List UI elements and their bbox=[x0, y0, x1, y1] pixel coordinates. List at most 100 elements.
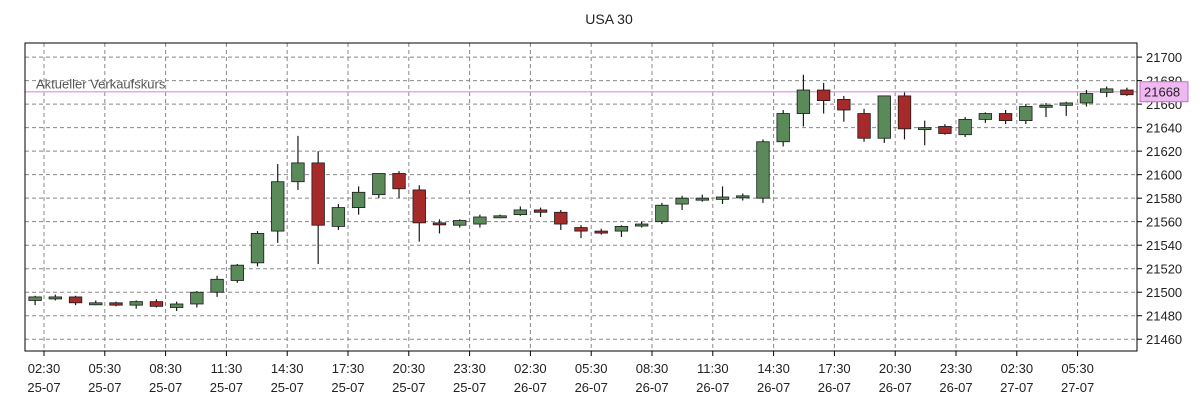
x-tick-time-16: 02:30 bbox=[1001, 361, 1034, 376]
x-tick-date-7: 25-07 bbox=[453, 380, 486, 395]
y-tick-label-1: 21480 bbox=[1146, 309, 1182, 324]
candle-body-3 bbox=[89, 302, 103, 306]
candle-25 bbox=[533, 207, 548, 217]
x-tick-time-15: 23:30 bbox=[940, 361, 973, 376]
candle-body-22 bbox=[473, 216, 487, 225]
plot-border bbox=[24, 42, 1138, 352]
candle-body-15 bbox=[331, 207, 346, 227]
candle-0 bbox=[28, 295, 42, 306]
candle-35 bbox=[736, 193, 750, 201]
x-tick-time-0: 02:30 bbox=[28, 361, 61, 376]
candle-50 bbox=[1039, 102, 1053, 118]
candle-body-5 bbox=[129, 301, 143, 306]
x-tick-time-6: 20:30 bbox=[393, 361, 426, 376]
candle-19 bbox=[412, 185, 426, 242]
candle-36 bbox=[756, 139, 770, 203]
candle-47 bbox=[978, 112, 993, 123]
candle-body-41 bbox=[857, 113, 871, 139]
x-tick-date-3: 25-07 bbox=[210, 380, 243, 395]
candle-1 bbox=[48, 294, 62, 301]
candle-41 bbox=[857, 108, 871, 142]
candles bbox=[28, 74, 1134, 312]
candle-body-38 bbox=[796, 89, 811, 114]
candle-33 bbox=[695, 194, 709, 202]
candle-body-25 bbox=[533, 209, 548, 213]
chart-title: USA 30 bbox=[585, 11, 633, 27]
candle-6 bbox=[149, 299, 164, 308]
candle-body-32 bbox=[675, 197, 689, 205]
candle-body-52 bbox=[1079, 93, 1094, 104]
y-tick-label-8: 21620 bbox=[1146, 144, 1182, 159]
candle-10 bbox=[230, 264, 244, 283]
candle-body-39 bbox=[816, 89, 831, 102]
x-tick-date-0: 25-07 bbox=[27, 380, 60, 395]
plot-frame bbox=[24, 42, 1138, 352]
candle-17 bbox=[372, 173, 386, 199]
candle-body-24 bbox=[513, 209, 528, 216]
candle-14 bbox=[311, 151, 325, 265]
x-axis: 02:30 25-07 05:30 25-07 08:30 25-07 11:30 25-07… bbox=[27, 351, 1094, 395]
candle-21 bbox=[453, 219, 467, 228]
candle-32 bbox=[675, 195, 689, 210]
candle-body-9 bbox=[210, 278, 224, 293]
x-tick-time-4: 14:30 bbox=[271, 361, 304, 376]
x-tick-time-1: 05:30 bbox=[89, 361, 122, 376]
y-tick-label-6: 21580 bbox=[1146, 191, 1182, 206]
candle-2 bbox=[68, 295, 83, 306]
x-tick-time-12: 14:30 bbox=[757, 361, 790, 376]
x-tick-time-3: 11:30 bbox=[211, 361, 243, 376]
x-tick-time-11: 11:30 bbox=[697, 361, 729, 376]
candle-30 bbox=[634, 221, 649, 228]
candle-body-30 bbox=[634, 223, 649, 227]
candle-body-53 bbox=[1100, 88, 1114, 93]
candle-body-35 bbox=[736, 195, 750, 199]
candle-body-31 bbox=[655, 204, 669, 223]
current-price-label: Aktueller Verkaufskurs bbox=[36, 77, 166, 92]
candle-44 bbox=[918, 120, 932, 146]
current-price-box bbox=[1139, 81, 1189, 103]
candle-body-11 bbox=[250, 233, 265, 264]
y-tick-label-0: 21460 bbox=[1146, 332, 1182, 347]
candle-49 bbox=[1019, 104, 1033, 125]
candle-48 bbox=[998, 110, 1013, 125]
candle-body-28 bbox=[594, 230, 608, 234]
candle-body-42 bbox=[877, 95, 891, 139]
candle-43 bbox=[897, 92, 912, 140]
y-tick-label-12: 21700 bbox=[1146, 50, 1182, 65]
candle-body-20 bbox=[432, 222, 447, 226]
candle-4 bbox=[109, 301, 123, 307]
candle-body-17 bbox=[372, 173, 386, 196]
y-tick-label-2: 21500 bbox=[1146, 285, 1182, 300]
x-tick-date-2: 25-07 bbox=[149, 380, 182, 395]
candle-body-54 bbox=[1120, 89, 1134, 96]
candle-22 bbox=[473, 214, 487, 228]
x-tick-date-15: 26-07 bbox=[939, 380, 972, 395]
candle-body-48 bbox=[998, 113, 1013, 121]
y-tick-label-5: 21560 bbox=[1146, 215, 1182, 230]
candle-body-21 bbox=[453, 220, 467, 226]
candle-29 bbox=[614, 225, 629, 237]
x-tick-time-13: 17:30 bbox=[818, 361, 851, 376]
candle-body-10 bbox=[230, 264, 244, 281]
x-tick-time-17: 05:30 bbox=[1061, 361, 1094, 376]
candle-23 bbox=[493, 214, 507, 219]
candle-body-14 bbox=[311, 162, 325, 226]
y-tick-label-9: 21640 bbox=[1146, 121, 1182, 136]
candle-body-36 bbox=[756, 141, 770, 199]
candle-34 bbox=[715, 186, 730, 205]
candle-body-1 bbox=[48, 296, 62, 300]
candle-body-16 bbox=[351, 191, 366, 208]
x-tick-time-8: 02:30 bbox=[514, 361, 547, 376]
x-tick-date-9: 26-07 bbox=[575, 380, 608, 395]
candle-11 bbox=[250, 231, 265, 267]
candle-body-2 bbox=[68, 296, 83, 304]
x-tick-time-9: 05:30 bbox=[575, 361, 608, 376]
candle-body-33 bbox=[695, 197, 709, 201]
x-tick-date-11: 26-07 bbox=[696, 380, 729, 395]
y-tick-label-7: 21600 bbox=[1146, 168, 1182, 183]
x-tick-date-16: 27-07 bbox=[1000, 380, 1033, 395]
y-tick-label-3: 21520 bbox=[1146, 262, 1182, 277]
candle-37 bbox=[776, 110, 790, 147]
x-tick-date-12: 26-07 bbox=[757, 380, 790, 395]
x-tick-time-5: 17:30 bbox=[332, 361, 365, 376]
